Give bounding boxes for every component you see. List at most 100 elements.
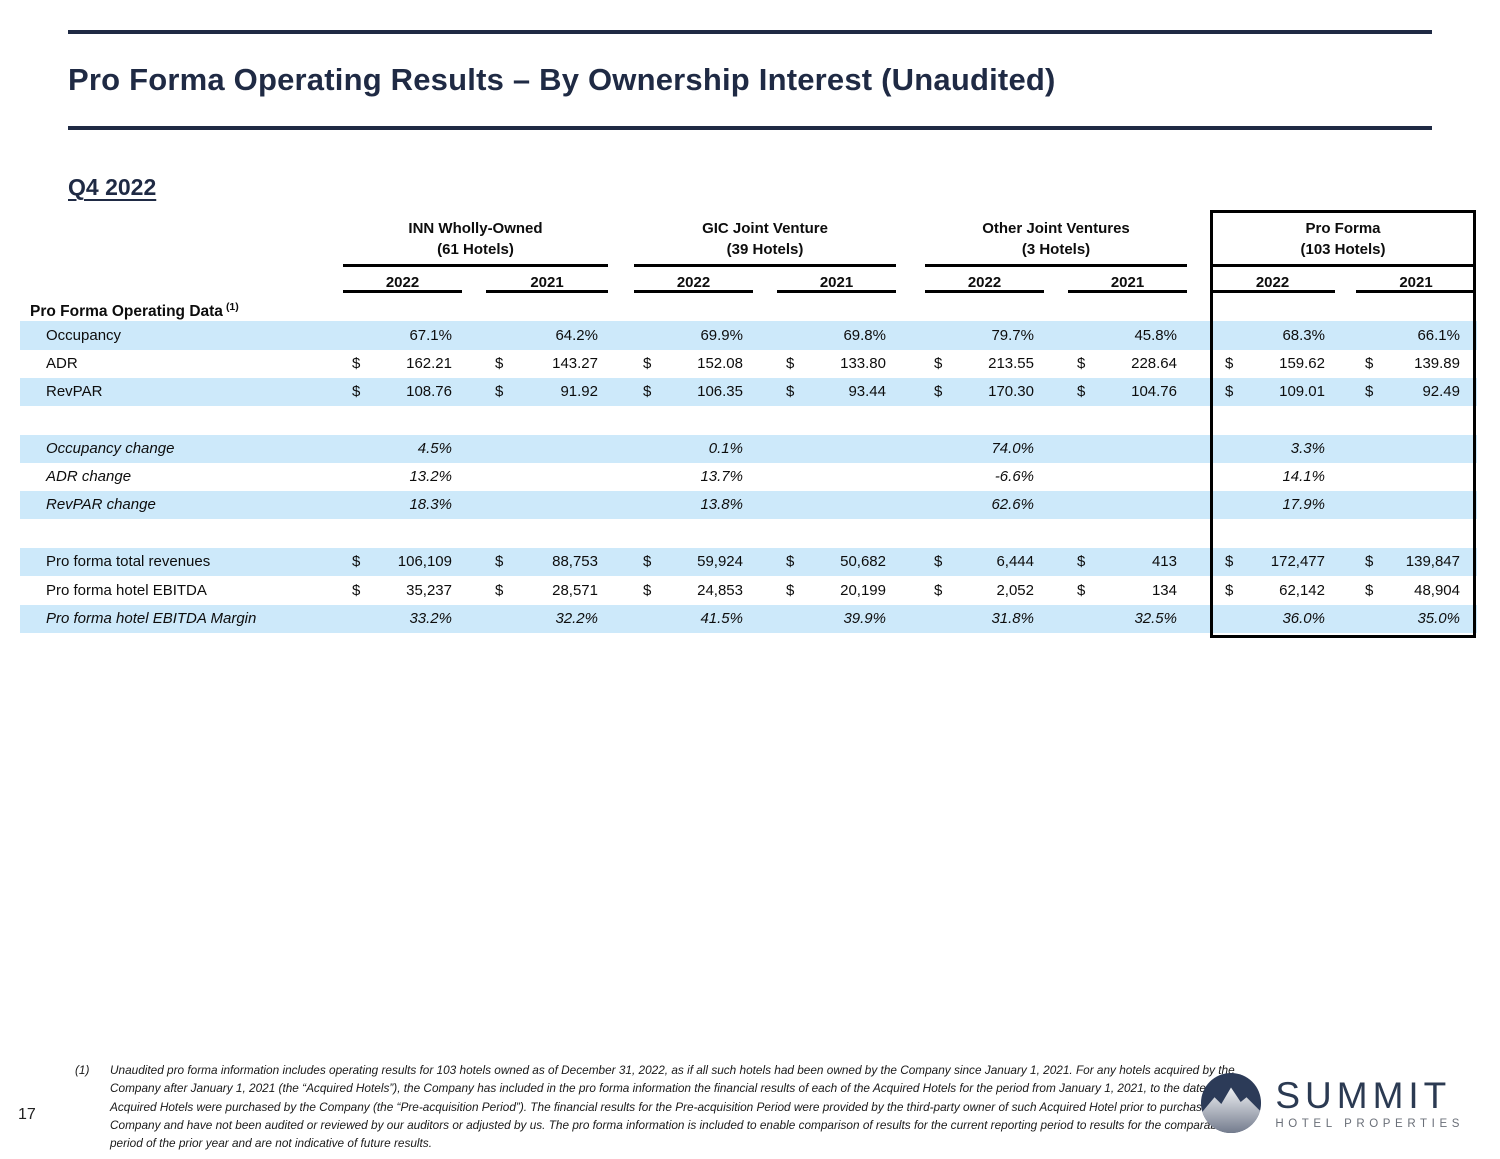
operating-results-table: INN Wholly-Owned (61 Hotels) GIC Joint V… <box>20 210 1477 638</box>
cell: 74.0% <box>925 435 1044 463</box>
cell-value: 32.5% <box>1134 610 1177 627</box>
cell-value: 50,682 <box>840 553 886 570</box>
dollar-sign: $ <box>786 553 795 570</box>
table-row-revpar: RevPAR $108.76 $91.92 $106.35 $93.44 $17… <box>20 378 1477 406</box>
cell-value: 159.62 <box>1279 355 1325 372</box>
dollar-sign: $ <box>495 581 504 599</box>
cell: 66.1% <box>1356 322 1470 350</box>
cell-value: 3.3% <box>1290 440 1325 457</box>
cell: $6,444 <box>925 548 1044 576</box>
cell-value: 66.1% <box>1417 326 1460 344</box>
dollar-sign: $ <box>495 355 504 372</box>
cell: $159.62 <box>1216 350 1335 378</box>
year-header: 2022 <box>343 270 462 293</box>
dollar-sign: $ <box>786 581 795 599</box>
cell: $48,904 <box>1356 577 1470 605</box>
dollar-sign: $ <box>352 383 361 400</box>
cell-value: 106,109 <box>397 553 452 570</box>
cell-value: 31.8% <box>991 610 1034 627</box>
cell: 36.0% <box>1216 605 1335 633</box>
cell: 67.1% <box>343 322 462 350</box>
cell-value: 68.3% <box>1282 326 1325 344</box>
row-label: RevPAR <box>46 383 103 400</box>
table-header-years: 2022 2021 2022 2021 2022 2021 2022 2021 <box>20 267 1477 293</box>
row-label: Occupancy <box>46 326 122 344</box>
cell: 18.3% <box>343 491 462 519</box>
cell-value: 36.0% <box>1282 610 1325 627</box>
section-label: Pro Forma Operating Data (1) <box>30 301 239 321</box>
mountain-logo-icon <box>1201 1072 1262 1134</box>
cell: $88,753 <box>486 548 608 576</box>
dollar-sign: $ <box>1365 581 1374 599</box>
cell-value: 139,847 <box>1405 553 1460 570</box>
dollar-sign: $ <box>1225 581 1234 599</box>
dollar-sign: $ <box>1365 553 1374 570</box>
cell-value: 13.8% <box>700 496 743 513</box>
footnote-text: Unaudited pro forma information includes… <box>110 1063 1244 1151</box>
table-row-hotel-ebitda: Pro forma hotel EBITDA $35,237 $28,571 $… <box>20 576 1477 605</box>
cell-value: 64.2% <box>555 326 598 344</box>
year-header: 2022 <box>925 270 1044 293</box>
cell: 17.9% <box>1216 491 1335 519</box>
cell: 32.5% <box>1068 605 1187 633</box>
cell-value: 139.89 <box>1414 355 1460 372</box>
cell: $109.01 <box>1216 378 1335 406</box>
logo-tagline: HOTEL PROPERTIES <box>1275 1117 1464 1130</box>
cell: $143.27 <box>486 350 608 378</box>
cell: 3.3% <box>1216 435 1335 463</box>
cell: $24,853 <box>634 577 753 605</box>
cell-value: 17.9% <box>1282 496 1325 513</box>
dollar-sign: $ <box>934 581 943 599</box>
cell-value: 91.92 <box>560 383 598 400</box>
cell-value: 6,444 <box>996 553 1034 570</box>
cell-value: 35,237 <box>406 581 452 599</box>
cell-value: 74.0% <box>991 440 1034 457</box>
period-heading: Q4 2022 <box>68 174 157 200</box>
cell-value: 4.5% <box>417 440 452 457</box>
cell-value: 170.30 <box>988 383 1034 400</box>
dollar-sign: $ <box>934 355 943 372</box>
cell: $134 <box>1068 577 1187 605</box>
dollar-sign: $ <box>1077 355 1086 372</box>
cell: $104.76 <box>1068 378 1187 406</box>
dollar-sign: $ <box>643 581 652 599</box>
cell: $91.92 <box>486 378 608 406</box>
cell-value: 35.0% <box>1417 610 1460 627</box>
year-header: 2021 <box>1068 270 1187 293</box>
cell-value: 69.9% <box>700 326 743 344</box>
group-hotels: (61 Hotels) <box>437 241 514 258</box>
column-group-pro-forma: Pro Forma (103 Hotels) <box>1210 218 1476 267</box>
year-header: 2022 <box>634 270 753 293</box>
cell-value: 14.1% <box>1282 468 1325 485</box>
dollar-sign: $ <box>643 355 652 372</box>
spacer-row <box>20 519 1477 548</box>
cell: 13.8% <box>634 491 753 519</box>
cell-value: 152.08 <box>697 355 743 372</box>
group-hotels: (3 Hotels) <box>1021 241 1091 258</box>
column-group-other-joint-ventures: Other Joint Ventures (3 Hotels) <box>925 218 1187 267</box>
group-hotels: (39 Hotels) <box>726 241 804 258</box>
dollar-sign: $ <box>1077 383 1086 400</box>
cell: 79.7% <box>925 322 1044 350</box>
group-name: INN Wholly-Owned <box>408 220 543 237</box>
year-header: 2021 <box>1356 270 1476 293</box>
dollar-sign: $ <box>1077 581 1086 599</box>
cell: $35,237 <box>343 577 462 605</box>
cell-value: 24,853 <box>697 581 743 599</box>
cell: $139.89 <box>1356 350 1470 378</box>
row-label: Pro forma hotel EBITDA <box>46 581 207 599</box>
table-header-groups: INN Wholly-Owned (61 Hotels) GIC Joint V… <box>20 218 1477 267</box>
cell-value: 93.44 <box>848 383 886 400</box>
cell: $62,142 <box>1216 577 1335 605</box>
title-divider <box>68 126 1432 130</box>
logo-text: SUMMIT HOTEL PROPERTIES <box>1275 1076 1464 1130</box>
cell-value: 20,199 <box>840 581 886 599</box>
cell-value: 92.49 <box>1422 383 1460 400</box>
cell-value: 0.1% <box>708 440 743 457</box>
row-label: Pro forma hotel EBITDA Margin <box>46 610 257 627</box>
dollar-sign: $ <box>786 383 795 400</box>
cell-value: 134 <box>1151 581 1177 599</box>
row-label: Occupancy change <box>46 440 175 457</box>
cell: $413 <box>1068 548 1187 576</box>
row-label: ADR change <box>46 468 132 485</box>
